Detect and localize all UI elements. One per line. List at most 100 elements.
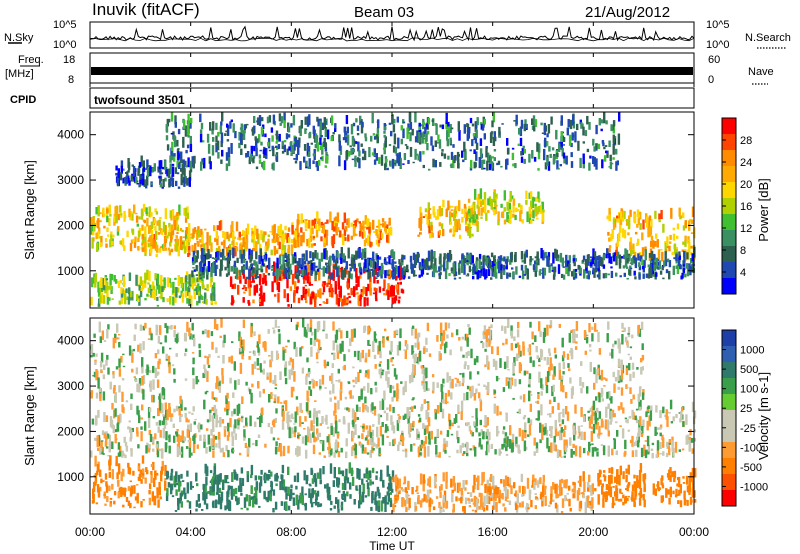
heatmap-cell <box>317 501 320 508</box>
heatmap-cell <box>560 478 564 484</box>
heatmap-cell <box>282 410 285 422</box>
heatmap-cell <box>260 285 263 292</box>
heatmap-cell <box>613 476 617 483</box>
heatmap-cell <box>366 439 370 445</box>
heatmap-cell <box>508 202 511 214</box>
heatmap-cell <box>348 263 352 266</box>
heatmap-cell <box>476 484 480 491</box>
heatmap-cell <box>505 159 508 170</box>
heatmap-cell <box>629 267 633 270</box>
heatmap-cell <box>433 251 436 259</box>
heatmap-cell <box>492 137 496 146</box>
heatmap-cell <box>650 260 653 264</box>
heatmap-cell <box>211 128 214 135</box>
heatmap-cell <box>313 408 316 417</box>
heatmap-cell <box>482 206 485 213</box>
heatmap-cell <box>449 221 453 225</box>
heatmap-cell <box>294 281 297 290</box>
heatmap-cell <box>180 159 183 164</box>
heatmap-cell <box>529 213 532 218</box>
heatmap-cell <box>100 235 103 246</box>
heatmap-cell <box>375 475 378 480</box>
heatmap-cell <box>191 283 195 290</box>
heatmap-cell <box>453 277 457 280</box>
heatmap-cell <box>294 411 297 423</box>
heatmap-cell <box>260 126 264 135</box>
heatmap-cell <box>486 417 489 426</box>
heatmap-cell <box>476 221 479 232</box>
heatmap-cell <box>591 426 594 430</box>
heatmap-cell <box>234 266 237 272</box>
heatmap-cell <box>200 244 203 247</box>
heatmap-cell <box>438 229 442 236</box>
heatmap-cell <box>452 509 455 513</box>
heatmap-cell <box>601 140 605 144</box>
heatmap-cell <box>345 438 348 447</box>
heatmap-cell <box>301 436 305 444</box>
heatmap-cell <box>435 216 438 221</box>
heatmap-cell <box>293 238 296 247</box>
heatmap-cell <box>506 436 509 448</box>
heatmap-cell <box>658 213 661 220</box>
heatmap-cell <box>427 445 430 457</box>
heatmap-cell <box>402 270 405 280</box>
heatmap-cell <box>448 419 452 427</box>
heatmap-cell <box>378 240 381 244</box>
heatmap-cell <box>201 248 204 260</box>
heatmap-cell <box>652 483 655 495</box>
heatmap-cell <box>305 160 308 167</box>
heatmap-cell <box>450 151 454 160</box>
nsky-tick-high: 10^5 <box>53 19 77 31</box>
heatmap-cell <box>433 476 437 486</box>
heatmap-cell <box>497 487 500 495</box>
heatmap-cell <box>287 253 290 260</box>
heatmap-cell <box>363 239 367 247</box>
heatmap-cell <box>392 503 395 513</box>
heatmap-cell <box>275 408 278 414</box>
heatmap-cell <box>186 281 189 285</box>
heatmap-cell <box>183 176 186 181</box>
heatmap-cell <box>206 466 209 477</box>
heatmap-cell <box>471 139 474 147</box>
heatmap-cell <box>606 215 610 220</box>
heatmap-cell <box>291 273 295 285</box>
heatmap-cell <box>477 475 480 486</box>
heatmap-cell <box>588 505 592 508</box>
heatmap-cell <box>211 415 215 421</box>
heatmap-cell <box>476 198 480 205</box>
heatmap-cell <box>450 478 453 488</box>
heatmap-cell <box>240 248 244 257</box>
heatmap-cell <box>585 270 589 274</box>
heatmap-cell <box>101 440 104 442</box>
heatmap-cell <box>525 190 528 199</box>
heatmap-cell <box>168 434 171 443</box>
heatmap-cell <box>347 247 350 259</box>
heatmap-cell <box>245 494 248 502</box>
heatmap-cell <box>342 238 345 246</box>
heatmap-cell <box>140 247 143 250</box>
heatmap-cell <box>320 225 324 228</box>
heatmap-cell <box>316 161 319 171</box>
heatmap-cell <box>395 480 398 492</box>
heatmap-cell <box>141 247 145 252</box>
heatmap-cell <box>201 266 204 273</box>
heatmap-cell <box>233 260 237 267</box>
heatmap-cell <box>287 505 291 511</box>
heatmap-cell <box>337 274 340 286</box>
heatmap-cell <box>179 236 183 241</box>
heatmap-cell <box>337 400 340 410</box>
heatmap-cell <box>534 119 538 127</box>
heatmap-cell <box>482 255 485 263</box>
heatmap-cell <box>152 461 155 471</box>
heatmap-cell <box>606 419 610 431</box>
heatmap-cell <box>528 424 532 436</box>
heatmap-cell <box>330 115 334 126</box>
heatmap-cell <box>357 295 360 305</box>
heatmap-cell <box>513 120 516 122</box>
heatmap-cell <box>476 499 479 511</box>
heatmap-cell <box>674 494 678 498</box>
heatmap-cell <box>219 497 222 502</box>
heatmap-cell <box>253 116 256 123</box>
heatmap-cell <box>346 278 350 290</box>
heatmap-cell <box>268 266 271 270</box>
